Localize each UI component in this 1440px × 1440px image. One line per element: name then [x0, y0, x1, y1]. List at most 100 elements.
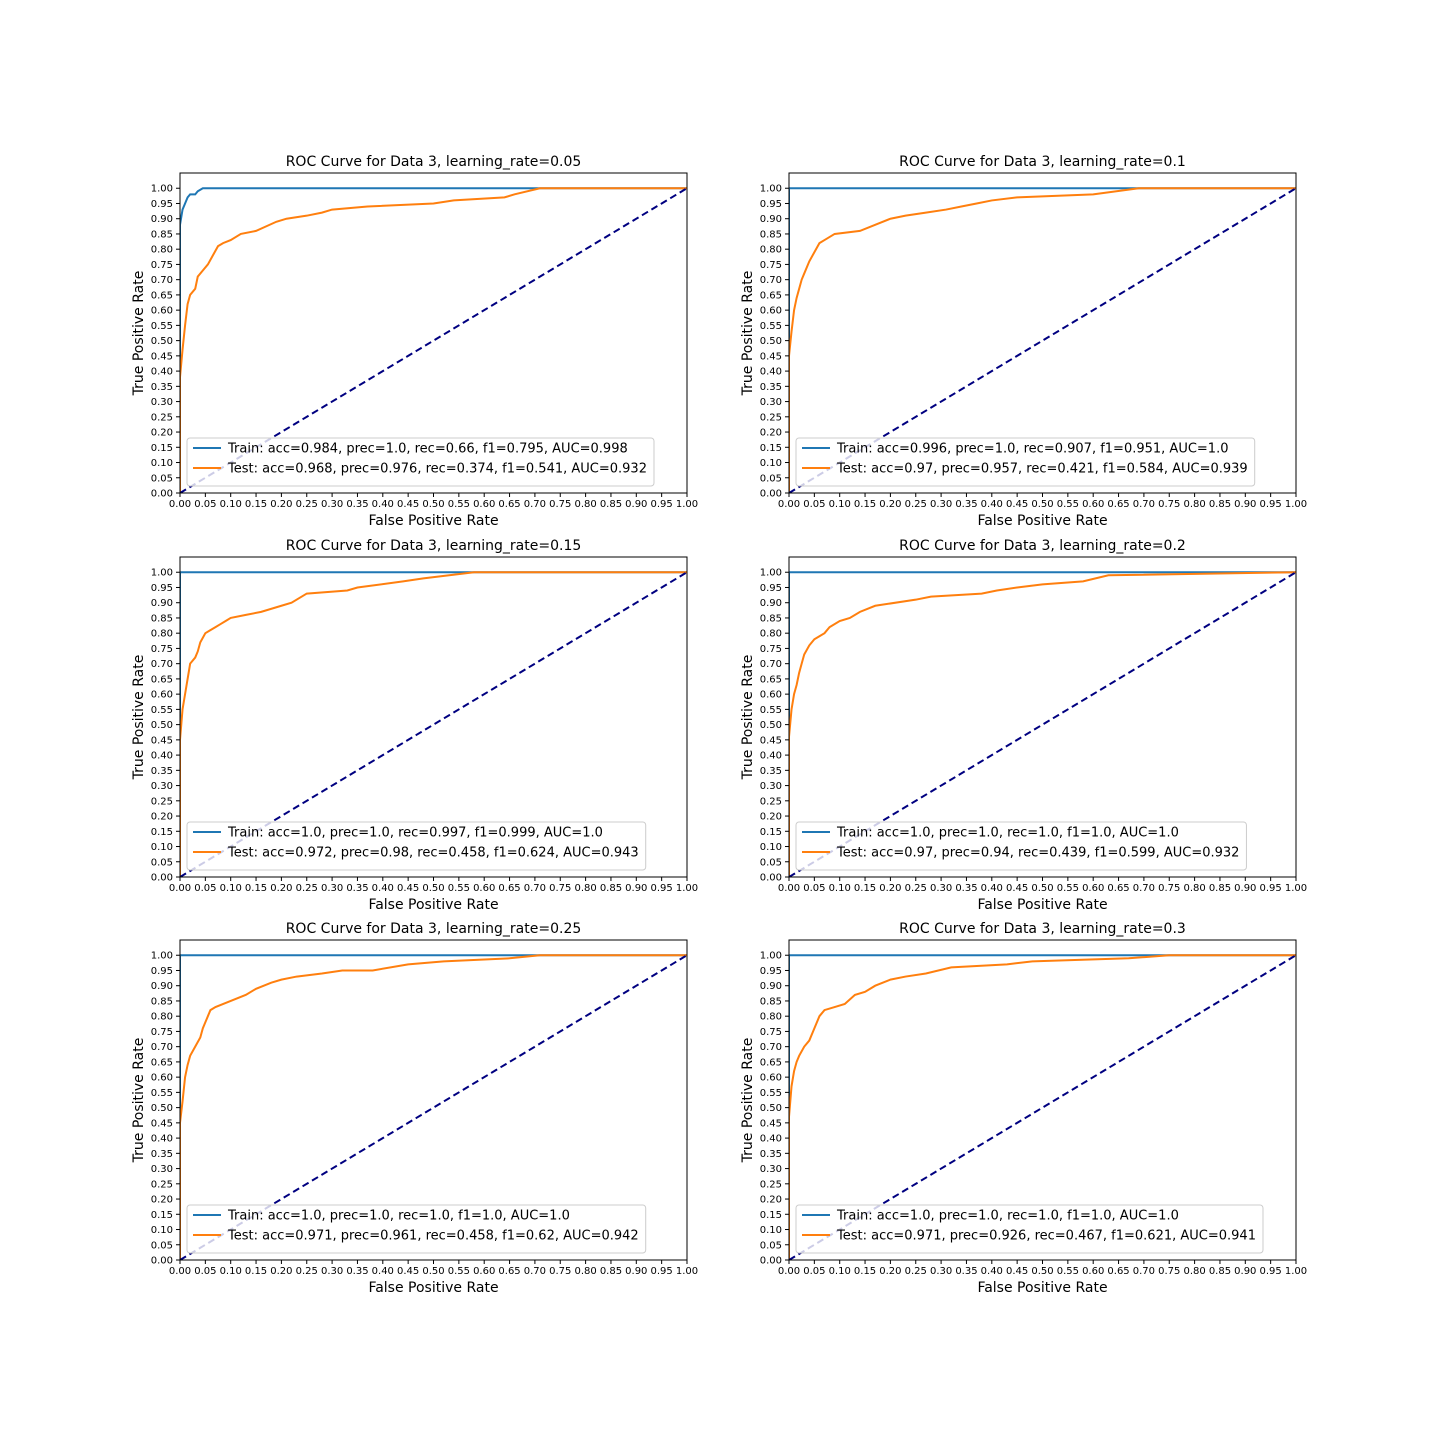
x-tick-label: 0.25: [296, 883, 318, 894]
y-tick-label: 0.60: [151, 1073, 173, 1084]
x-tick-label: 0.45: [1006, 883, 1028, 894]
legend-box: [795, 1204, 1264, 1254]
y-tick-label: 0.75: [151, 260, 173, 271]
roc-panel-4: ROC Curve for Data 3, learning_rate=0.2 0…: [740, 538, 1307, 913]
y-tick-label: 0.45: [151, 735, 173, 746]
x-tick-label: 0.45: [1006, 1266, 1028, 1277]
y-tick-label: 0.90: [760, 214, 782, 225]
y-tick-label: 1.00: [760, 568, 782, 579]
x-axis-label: False Positive Rate: [977, 1280, 1107, 1296]
train-roc-line: [180, 187, 687, 493]
x-tick-label: 0.20: [270, 883, 292, 894]
x-tick-label: 0.05: [803, 1266, 825, 1277]
y-tick-label: 0.80: [151, 245, 173, 256]
legend-box: [795, 437, 1256, 487]
x-tick-label: 0.55: [1057, 1266, 1079, 1277]
y-tick-label: 0.40: [151, 751, 173, 762]
y-tick-label: 0.95: [151, 583, 173, 594]
x-tick-label: 1.00: [676, 499, 698, 510]
x-tick-label: 0.20: [270, 499, 292, 510]
y-tick-label: 0.85: [760, 229, 782, 240]
x-tick-label: 0.00: [778, 1266, 800, 1277]
x-tick-label: 0.65: [1107, 499, 1129, 510]
y-tick-label: 0.10: [151, 458, 173, 469]
y-tick-label: 0.75: [151, 1027, 173, 1038]
y-tick-label: 0.50: [760, 1103, 782, 1114]
y-tick-label: 0.20: [151, 812, 173, 823]
x-tick-label: 0.30: [321, 1266, 343, 1277]
x-tick-label: 0.70: [524, 883, 546, 894]
x-tick-label: 0.85: [1209, 499, 1231, 510]
y-tick-label: 0.40: [760, 751, 782, 762]
legend: Train: acc=0.984, prec=1.0, rec=0.66, f1…: [186, 437, 655, 487]
y-tick-label: 0.85: [151, 996, 173, 1007]
x-tick-label: 0.00: [169, 1266, 191, 1277]
legend: Train: acc=1.0, prec=1.0, rec=1.0, f1=1.…: [795, 1204, 1264, 1254]
x-tick-label: 0.10: [829, 499, 851, 510]
y-tick-label: 0.60: [760, 306, 782, 317]
y-tick-label: 0.10: [760, 458, 782, 469]
x-tick-label: 0.40: [372, 883, 394, 894]
chart-title: ROC Curve for Data 3, learning_rate=0.05: [286, 154, 582, 170]
x-tick-label: 0.50: [1031, 499, 1053, 510]
y-tick-label: 0.30: [760, 397, 782, 408]
x-tick-label: 0.20: [879, 883, 901, 894]
legend: Train: acc=1.0, prec=1.0, rec=1.0, f1=1.…: [186, 1204, 647, 1254]
roc-panel-3: ROC Curve for Data 3, learning_rate=0.15…: [131, 538, 698, 913]
x-axis-label: False Positive Rate: [977, 513, 1107, 529]
y-tick-label: 0.05: [151, 473, 173, 484]
x-tick-label: 0.60: [1082, 499, 1104, 510]
y-tick-label: 0.20: [151, 428, 173, 439]
y-tick-label: 0.60: [760, 690, 782, 701]
x-tick-label: 0.80: [574, 883, 596, 894]
y-tick-label: 0.80: [151, 629, 173, 640]
y-tick-label: 0.60: [151, 306, 173, 317]
x-tick-label: 0.25: [905, 883, 927, 894]
legend-test-label: Test: acc=0.97, prec=0.957, rec=0.421, f…: [836, 462, 1248, 477]
x-tick-label: 0.90: [1234, 499, 1256, 510]
legend-train-label: Train: acc=0.984, prec=1.0, rec=0.66, f1…: [227, 442, 628, 457]
y-tick-label: 0.05: [760, 857, 782, 868]
y-tick-label: 0.40: [760, 367, 782, 378]
x-tick-label: 0.15: [854, 499, 876, 510]
x-tick-label: 0.35: [955, 1266, 977, 1277]
x-tick-label: 0.55: [1057, 499, 1079, 510]
y-tick-label: 0.65: [151, 1057, 173, 1068]
x-tick-label: 0.75: [1158, 1266, 1180, 1277]
x-tick-label: 0.30: [321, 883, 343, 894]
x-tick-label: 0.65: [498, 1266, 520, 1277]
x-tick-label: 0.05: [803, 883, 825, 894]
y-tick-label: 0.25: [760, 1179, 782, 1190]
roc-panel-1: ROC Curve for Data 3, learning_rate=0.05…: [131, 154, 698, 529]
x-tick-label: 0.30: [930, 1266, 952, 1277]
x-axis-label: False Positive Rate: [368, 513, 498, 529]
test-roc-line: [180, 954, 687, 1260]
y-tick-label: 0.80: [151, 1012, 173, 1023]
x-tick-label: 0.65: [498, 499, 520, 510]
x-tick-label: 0.70: [1133, 1266, 1155, 1277]
y-axis-label: True Positive Rate: [131, 1038, 147, 1164]
y-tick-label: 0.30: [151, 397, 173, 408]
y-tick-label: 0.45: [760, 351, 782, 362]
x-tick-label: 0.85: [600, 883, 622, 894]
y-tick-label: 0.65: [151, 674, 173, 685]
y-tick-label: 0.85: [151, 613, 173, 624]
legend-box: [186, 1204, 647, 1254]
y-tick-label: 0.15: [151, 443, 173, 454]
y-tick-label: 0.10: [151, 842, 173, 853]
legend-train-label: Train: acc=1.0, prec=1.0, rec=0.997, f1=…: [227, 826, 603, 841]
y-tick-label: 0.15: [151, 827, 173, 838]
x-tick-label: 0.50: [422, 883, 444, 894]
x-tick-label: 0.30: [930, 499, 952, 510]
chart-title: ROC Curve for Data 3, learning_rate=0.15: [286, 538, 582, 554]
y-tick-label: 0.25: [151, 1179, 173, 1190]
roc-panel-5: ROC Curve for Data 3, learning_rate=0.25…: [131, 921, 698, 1296]
y-tick-label: 0.45: [151, 351, 173, 362]
x-tick-label: 0.15: [245, 499, 267, 510]
y-tick-label: 0.55: [760, 1088, 782, 1099]
y-tick-label: 0.60: [760, 1073, 782, 1084]
x-tick-label: 0.95: [651, 883, 673, 894]
y-tick-label: 0.95: [760, 583, 782, 594]
y-tick-label: 1.00: [760, 184, 782, 195]
y-tick-label: 0.15: [760, 1210, 782, 1221]
